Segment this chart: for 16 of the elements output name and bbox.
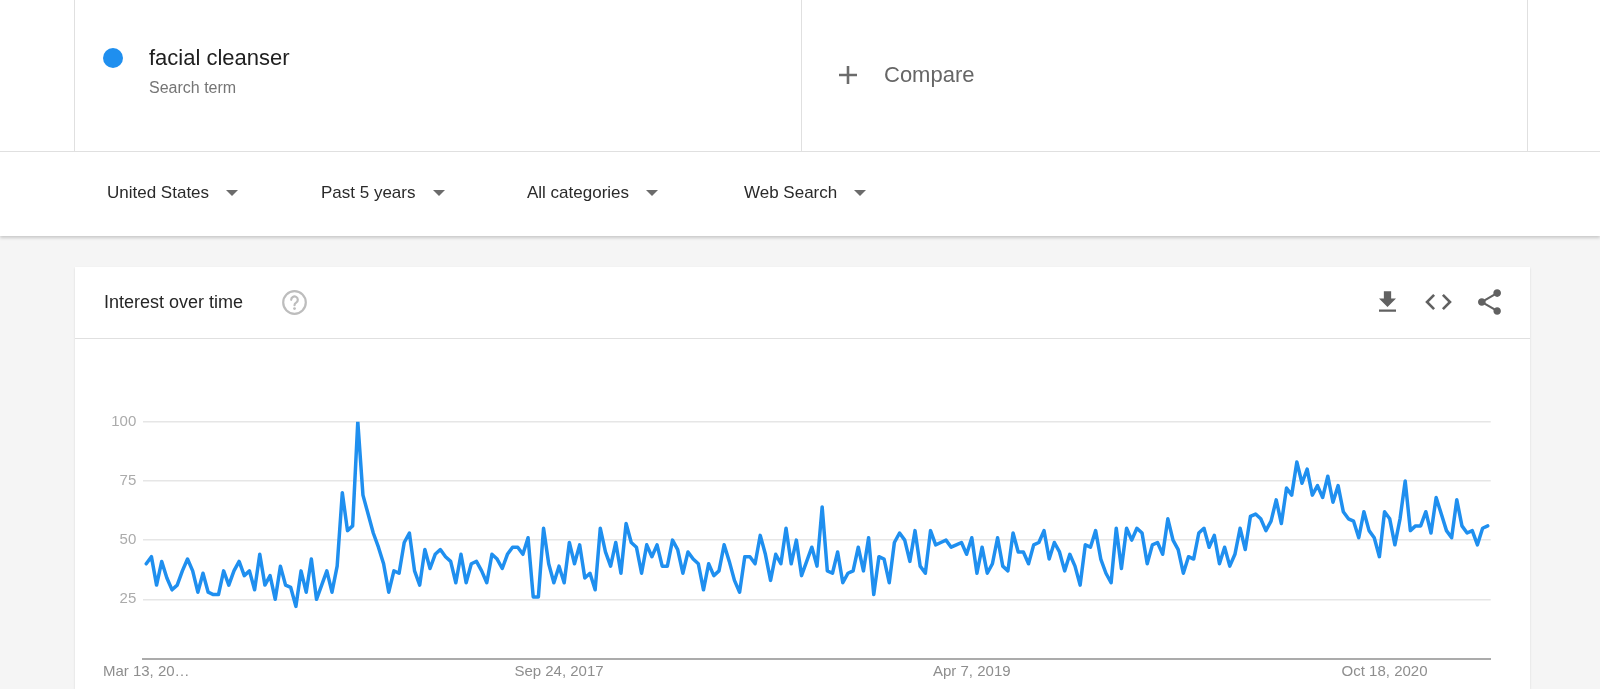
chart-title: Interest over time [104, 292, 244, 312]
y-tick-label: 75 [119, 471, 137, 489]
x-tick-label: Mar 13, 20… [102, 661, 190, 679]
text: Web Search [744, 182, 838, 204]
text: All categories [527, 182, 630, 204]
text: Compare [884, 61, 975, 89]
y-tick-label: 25 [119, 589, 137, 607]
y-tick-label: 50 [119, 530, 137, 548]
y-tick-label: 100 [111, 411, 137, 429]
x-tick-label: Oct 18, 2020 [1341, 661, 1428, 679]
x-tick-label: Sep 24, 2017 [514, 661, 604, 679]
text: United States [107, 182, 210, 204]
text: Search term [149, 79, 237, 96]
legend-label: facial cleanser [149, 44, 290, 72]
x-tick-label: Apr 7, 2019 [933, 661, 1011, 679]
text: Past 5 years [321, 182, 416, 204]
